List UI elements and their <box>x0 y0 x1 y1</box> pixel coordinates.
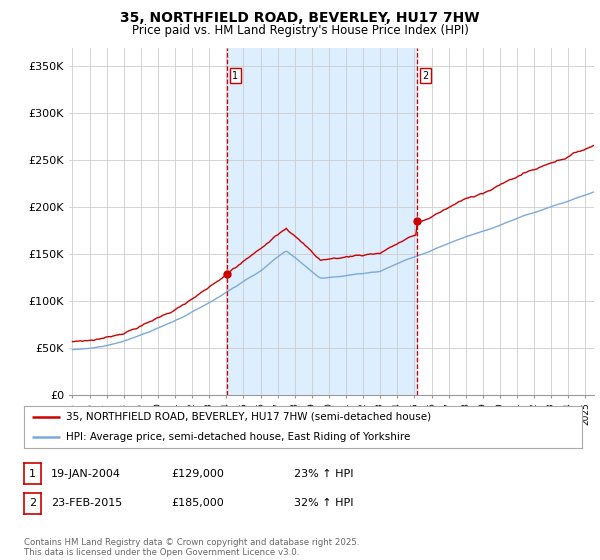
Text: 35, NORTHFIELD ROAD, BEVERLEY, HU17 7HW: 35, NORTHFIELD ROAD, BEVERLEY, HU17 7HW <box>120 11 480 25</box>
Text: £185,000: £185,000 <box>171 498 224 508</box>
Text: Contains HM Land Registry data © Crown copyright and database right 2025.
This d: Contains HM Land Registry data © Crown c… <box>24 538 359 557</box>
Text: 1: 1 <box>29 469 36 479</box>
Text: 35, NORTHFIELD ROAD, BEVERLEY, HU17 7HW (semi-detached house): 35, NORTHFIELD ROAD, BEVERLEY, HU17 7HW … <box>66 412 431 422</box>
Text: 23-FEB-2015: 23-FEB-2015 <box>51 498 122 508</box>
Text: Price paid vs. HM Land Registry's House Price Index (HPI): Price paid vs. HM Land Registry's House … <box>131 24 469 37</box>
Text: 23% ↑ HPI: 23% ↑ HPI <box>294 469 353 479</box>
Text: £129,000: £129,000 <box>171 469 224 479</box>
Bar <box>227 48 417 395</box>
Text: 32% ↑ HPI: 32% ↑ HPI <box>294 498 353 508</box>
Text: 2: 2 <box>422 71 428 81</box>
Text: 2: 2 <box>29 498 36 508</box>
Text: 1: 1 <box>232 71 238 81</box>
Text: 19-JAN-2004: 19-JAN-2004 <box>51 469 121 479</box>
Text: HPI: Average price, semi-detached house, East Riding of Yorkshire: HPI: Average price, semi-detached house,… <box>66 432 410 442</box>
